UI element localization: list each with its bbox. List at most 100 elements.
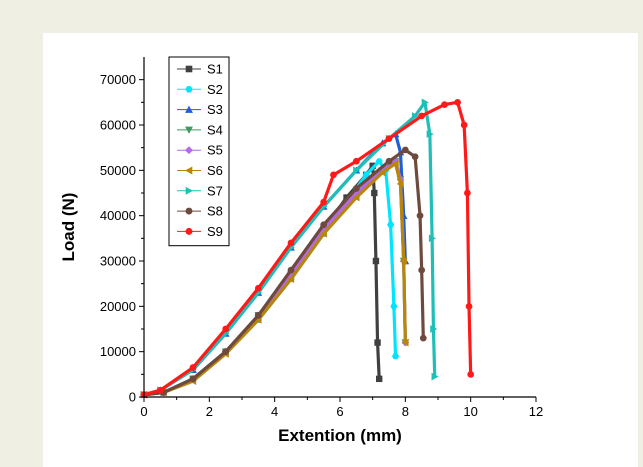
data-point <box>465 302 473 310</box>
data-point <box>390 303 398 310</box>
legend-item: S4 <box>177 122 223 137</box>
data-point <box>189 375 197 383</box>
legend-label: S5 <box>207 143 223 158</box>
data-point <box>362 171 370 178</box>
x-tick-label: 10 <box>463 404 477 419</box>
data-point <box>353 166 361 175</box>
data-point <box>411 153 419 161</box>
data-point <box>376 375 383 383</box>
data-point <box>396 180 404 188</box>
legend-marker <box>185 126 193 134</box>
data-point <box>319 229 327 238</box>
series-layer <box>140 98 475 399</box>
legend-item: S6 <box>177 163 223 178</box>
data-point <box>378 168 386 177</box>
legend-label: S1 <box>207 62 223 77</box>
legend-item: S9 <box>177 224 223 239</box>
line-chart: 0 2 4 6 8 10 12 0 10000 20000 30000 40000 50000 60000… <box>59 56 543 445</box>
x-tick-label: 12 <box>529 404 543 419</box>
legend: S1 S2 S3 S4 S5 S6 S7 S8 S9 <box>168 56 230 247</box>
data-point <box>426 130 434 138</box>
y-tick-label: 50000 <box>100 163 136 178</box>
data-point <box>418 266 426 274</box>
legend-item: S1 <box>177 62 223 77</box>
data-point <box>399 257 407 265</box>
data-point <box>401 338 409 347</box>
data-point <box>372 257 380 265</box>
data-point <box>189 364 197 371</box>
data-point <box>320 221 328 229</box>
data-point <box>156 386 164 394</box>
x-tick-label: 0 <box>140 404 147 419</box>
legend-marker <box>185 207 193 215</box>
legend-label: S8 <box>207 204 223 219</box>
data-point <box>352 193 360 202</box>
data-point <box>254 312 262 319</box>
data-point <box>401 146 409 154</box>
legend-marker <box>185 86 193 93</box>
x-tick-label: 6 <box>336 404 343 419</box>
data-point <box>254 284 262 292</box>
data-point <box>428 234 436 243</box>
series-line <box>143 148 425 397</box>
y-tick-label: 20000 <box>100 299 136 314</box>
data-point <box>460 121 468 129</box>
legend-item: S3 <box>177 102 223 117</box>
y-tick-label: 40000 <box>100 208 136 223</box>
y-tick-label: 60000 <box>100 118 136 133</box>
data-point <box>352 189 361 197</box>
data-point <box>392 353 400 360</box>
data-point <box>320 198 328 206</box>
legend-label: S4 <box>207 122 223 137</box>
legend-marker <box>185 186 193 195</box>
data-point <box>375 158 383 165</box>
data-point <box>421 98 429 107</box>
data-point <box>330 171 337 179</box>
y-axis-title: Load (N) <box>59 193 78 262</box>
axes-layer: 0 2 4 6 8 10 12 0 10000 20000 30000 40000 50000 60000… <box>100 57 543 419</box>
series-S9 <box>140 98 475 399</box>
data-point <box>287 266 295 274</box>
x-tick-label: 8 <box>402 404 409 419</box>
data-point <box>418 112 426 120</box>
data-point <box>287 275 295 283</box>
data-point <box>385 157 393 165</box>
data-point <box>391 159 399 168</box>
data-point <box>411 112 419 120</box>
data-point <box>222 325 230 333</box>
series-S8 <box>140 146 427 399</box>
legend-item: S7 <box>177 183 223 198</box>
y-tick-label: 30000 <box>100 254 136 269</box>
data-point <box>385 135 393 142</box>
data-point <box>464 189 471 197</box>
legend-item: S5 <box>177 143 223 158</box>
data-point <box>419 334 427 342</box>
legend-marker <box>185 166 193 175</box>
legend-label: S3 <box>207 102 223 117</box>
y-tick-label: 0 <box>129 390 136 405</box>
x-tick-label: 2 <box>206 404 213 419</box>
y-tick-label: 70000 <box>100 72 136 87</box>
legend-item: S2 <box>177 82 223 97</box>
data-point <box>467 370 475 378</box>
y-tick-label: 10000 <box>100 344 136 359</box>
data-point <box>430 325 438 333</box>
legend-label: S7 <box>207 183 223 198</box>
data-point <box>431 372 439 381</box>
data-point <box>441 101 448 108</box>
data-point <box>374 339 381 346</box>
data-point <box>319 225 328 234</box>
x-tick-label: 4 <box>271 404 278 419</box>
data-point <box>352 185 360 192</box>
legend-marker <box>185 227 193 235</box>
data-point <box>454 98 461 106</box>
legend-box <box>168 56 230 247</box>
legend-label: S6 <box>207 163 223 178</box>
data-point <box>352 157 360 165</box>
data-point <box>387 221 395 228</box>
legend-label: S2 <box>207 82 223 97</box>
legend-item: S8 <box>177 204 223 219</box>
legend-marker <box>185 105 193 113</box>
legend-marker <box>185 146 193 155</box>
chart-panel: 0 2 4 6 8 10 12 0 10000 20000 30000 40000 50000 60000… <box>43 33 638 467</box>
